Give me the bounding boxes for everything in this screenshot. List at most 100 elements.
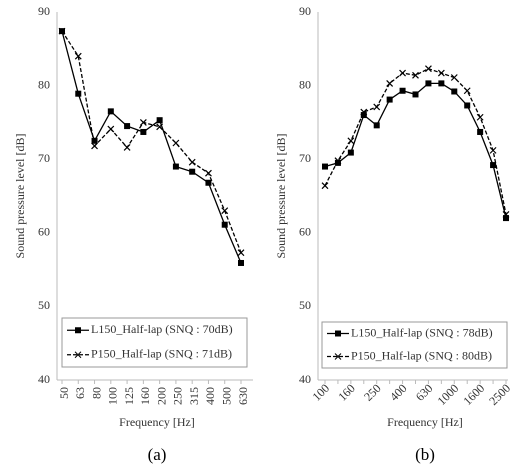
marker [205, 179, 212, 186]
y-tick-label: 70 [299, 151, 311, 165]
marker [74, 52, 82, 60]
x-tick-label: 2500 [486, 381, 511, 408]
marker [91, 142, 98, 150]
legend-label: L150_Half-lap (SNQ : 78dB) [351, 325, 493, 339]
marker [386, 96, 393, 103]
marker [425, 65, 432, 73]
marker [124, 123, 131, 130]
marker [399, 69, 406, 77]
x-tick-label: 630 [236, 387, 250, 405]
y-axis-label: Sound pressure level [dB] [274, 134, 288, 259]
legend-marker [75, 327, 81, 334]
x-tick-label: 630 [413, 381, 436, 404]
marker [139, 118, 147, 126]
marker [75, 90, 82, 97]
marker [123, 143, 131, 151]
marker [425, 80, 432, 87]
marker [322, 163, 328, 170]
x-axis-label: Frequency [Hz] [119, 415, 195, 429]
marker [238, 259, 244, 266]
marker [451, 88, 458, 95]
marker [386, 79, 394, 87]
marker [189, 168, 196, 175]
y-tick-label: 70 [38, 151, 50, 165]
x-tick-label: 50 [57, 387, 71, 399]
marker [107, 125, 115, 133]
marker [412, 71, 419, 79]
y-tick-label: 90 [299, 4, 311, 18]
marker [464, 102, 471, 109]
marker [489, 146, 497, 154]
marker [221, 221, 228, 228]
x-tick-label: 1000 [434, 381, 461, 408]
caption: (a) [148, 445, 167, 464]
x-tick-label: 250 [361, 381, 384, 404]
marker [237, 249, 245, 257]
y-tick-label: 80 [38, 77, 50, 91]
marker [477, 128, 484, 135]
series-line [61, 30, 242, 253]
marker [221, 207, 229, 215]
y-axis-label: Sound pressure level [dB] [13, 134, 27, 259]
x-tick-label: 250 [171, 387, 185, 405]
x-tick-label: 400 [387, 381, 410, 404]
marker [156, 123, 164, 131]
legend-marker [74, 351, 82, 359]
marker [334, 157, 342, 165]
caption: (b) [415, 445, 435, 464]
x-tick-label: 100 [309, 381, 332, 404]
marker [450, 74, 458, 81]
marker [360, 112, 367, 119]
legend-box [321, 321, 508, 369]
marker [412, 91, 419, 98]
x-tick-label: 315 [187, 387, 201, 405]
y-tick-label: 60 [299, 225, 311, 239]
marker [503, 215, 509, 222]
marker [347, 149, 354, 156]
series-line [61, 30, 242, 264]
marker [476, 113, 484, 121]
y-tick-label: 50 [38, 298, 50, 312]
legend-label: L150_Half-lap (SNQ : 70dB) [91, 322, 233, 336]
marker [334, 159, 341, 166]
marker [490, 162, 497, 169]
marker [373, 122, 380, 129]
marker [360, 108, 368, 116]
marker [347, 137, 355, 145]
x-tick-label: 500 [219, 387, 233, 405]
marker [205, 169, 212, 177]
x-tick-label: 200 [154, 387, 168, 405]
marker [188, 158, 196, 166]
marker [321, 182, 329, 190]
y-tick-label: 80 [299, 77, 311, 91]
y-tick-label: 40 [299, 372, 311, 386]
x-tick-label: 125 [122, 387, 136, 405]
marker [172, 163, 179, 170]
marker [58, 27, 66, 35]
x-tick-label: 400 [203, 387, 217, 405]
legend-marker [335, 330, 341, 337]
y-tick-label: 40 [38, 372, 50, 386]
legend-marker [334, 353, 342, 360]
marker [91, 137, 98, 144]
marker [373, 103, 381, 111]
x-tick-label: 63 [73, 387, 87, 399]
marker [502, 210, 510, 218]
marker [156, 117, 163, 124]
y-tick-label: 50 [299, 298, 311, 312]
marker [463, 87, 471, 95]
legend-box [61, 317, 248, 368]
x-tick-label: 160 [138, 387, 152, 405]
legend-label: P150_Half-lap (SNQ : 71dB) [91, 347, 232, 361]
marker [107, 108, 114, 115]
x-tick-label: 1600 [460, 381, 487, 408]
legend-label: P150_Half-lap (SNQ : 80dB) [351, 348, 492, 362]
x-axis-label: Frequency [Hz] [387, 415, 463, 429]
y-tick-label: 90 [38, 4, 50, 18]
x-tick-label: 80 [89, 387, 103, 399]
marker [140, 128, 147, 135]
y-tick-label: 60 [38, 225, 50, 239]
marker [172, 139, 180, 147]
x-tick-label: 100 [106, 387, 120, 405]
